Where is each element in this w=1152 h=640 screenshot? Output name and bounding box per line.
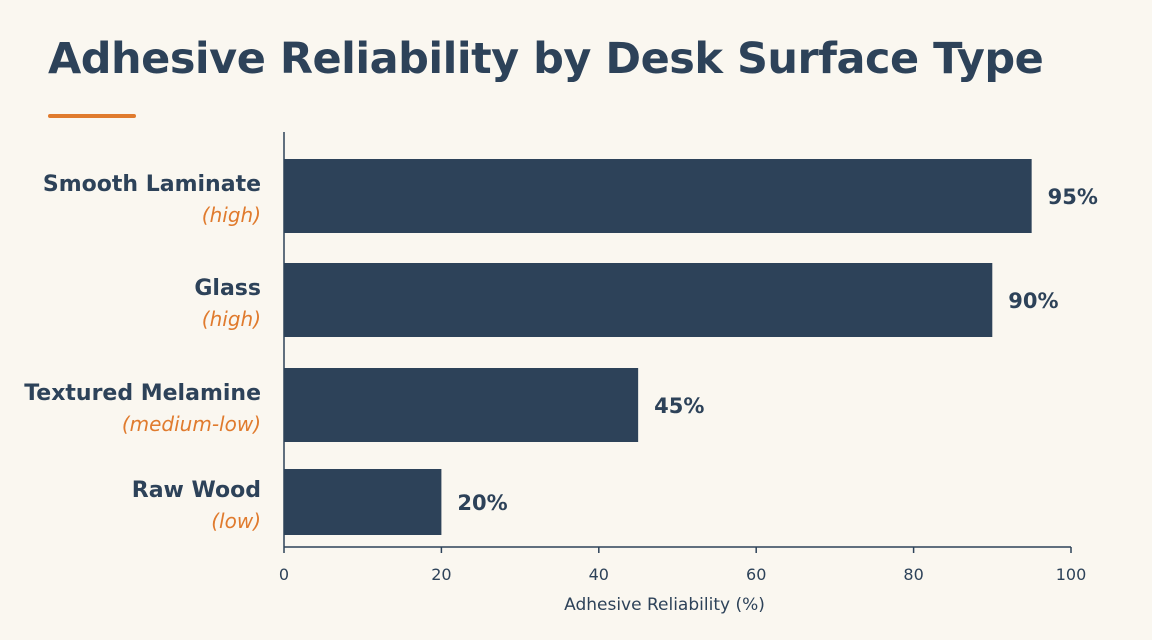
category-label: Glass	[194, 276, 261, 301]
bar	[284, 263, 993, 337]
chart-title: Adhesive Reliability by Desk Surface Typ…	[48, 34, 1044, 84]
category-label: Textured Melamine	[24, 381, 261, 406]
category-sublabel: (medium-low)	[122, 412, 261, 436]
x-tick-label: 60	[746, 565, 766, 584]
category-sublabel: (low)	[211, 509, 261, 533]
bar-value-label: 20%	[457, 491, 507, 515]
x-tick-label: 20	[431, 565, 451, 584]
category-label: Raw Wood	[132, 478, 261, 503]
bar-value-label: 45%	[654, 394, 704, 418]
bar-value-label: 95%	[1048, 185, 1098, 209]
bar-value-label: 90%	[1008, 289, 1058, 313]
x-tick-label: 80	[903, 565, 923, 584]
title-accent-line	[48, 114, 136, 118]
category-sublabel: (high)	[202, 203, 261, 227]
bar	[284, 469, 442, 535]
bar	[284, 368, 639, 442]
x-axis-title: Adhesive Reliability (%)	[564, 595, 765, 615]
bar	[284, 159, 1032, 233]
category-sublabel: (high)	[202, 307, 261, 331]
x-tick-label: 0	[279, 565, 289, 584]
x-tick-label: 100	[1056, 565, 1087, 584]
x-tick-label: 40	[589, 565, 609, 584]
category-label: Smooth Laminate	[43, 172, 261, 197]
